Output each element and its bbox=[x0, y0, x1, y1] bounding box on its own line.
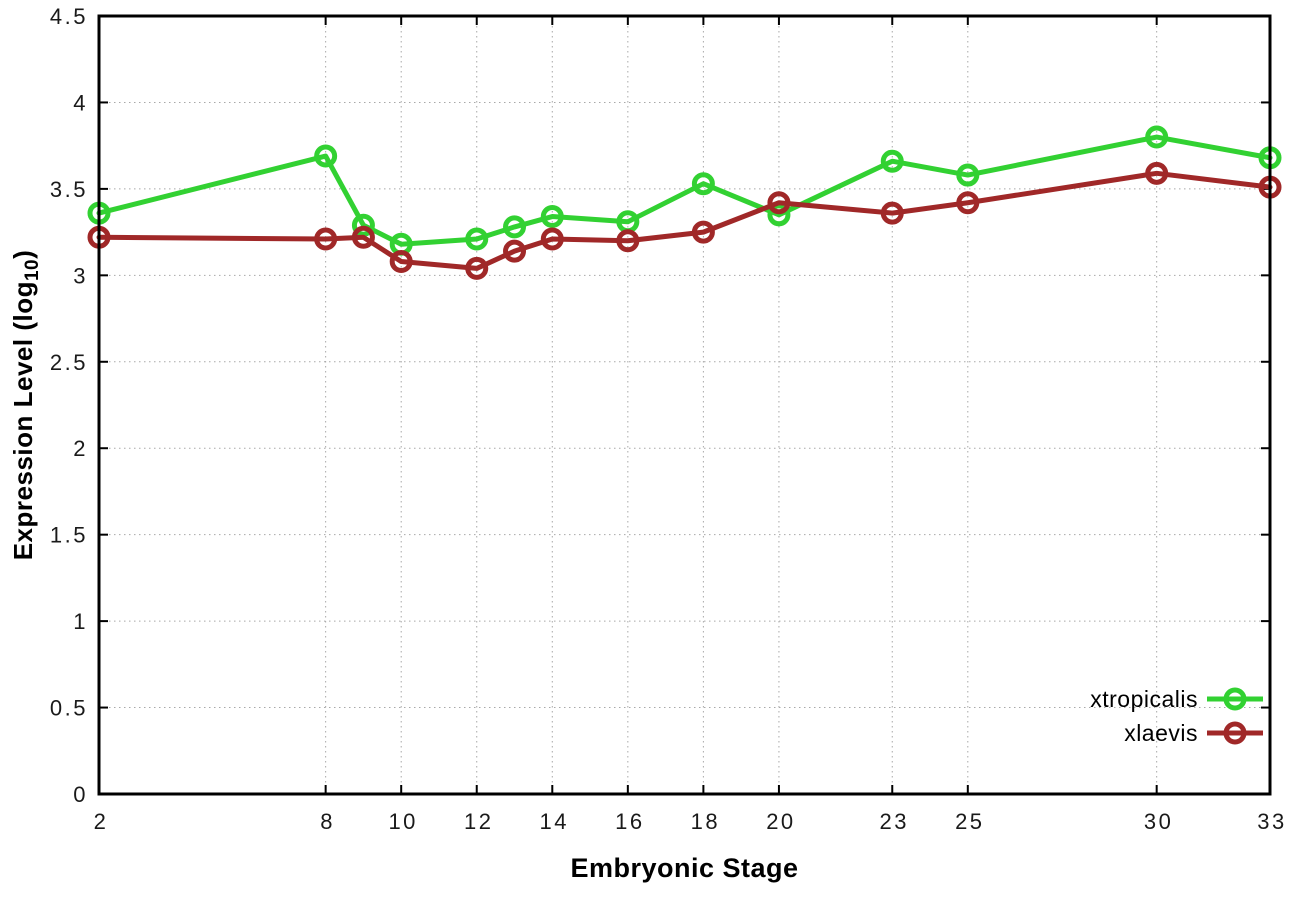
data-point-xlaevis bbox=[540, 227, 564, 251]
y-tick-label: 0 bbox=[73, 782, 88, 807]
y-axis-title-subscript: 10 bbox=[22, 258, 44, 282]
data-point-xtropicalis bbox=[465, 227, 489, 251]
x-tick-label: 8 bbox=[320, 809, 335, 834]
legend: xtropicalis xlaevis bbox=[1090, 686, 1263, 746]
y-tick-label: 4 bbox=[73, 90, 88, 115]
y-tick-label: 1 bbox=[73, 609, 88, 634]
series-line-xlaevis bbox=[96, 170, 1273, 271]
y-axis-title: Expression Level (log10) bbox=[8, 250, 44, 561]
data-point-xlaevis bbox=[956, 191, 980, 215]
data-point-xlaevis bbox=[351, 225, 375, 249]
x-tick-label: 18 bbox=[691, 809, 720, 834]
x-axis-title: Embryonic Stage bbox=[570, 853, 799, 883]
x-tick-label: 30 bbox=[1144, 809, 1173, 834]
x-tick-label: 33 bbox=[1257, 809, 1286, 834]
y-tick-label: 0.5 bbox=[50, 696, 88, 721]
y-tick-label: 2 bbox=[73, 436, 88, 461]
legend-label-xlaevis: xlaevis bbox=[1124, 720, 1198, 746]
legend-marker-xlaevis bbox=[1223, 721, 1247, 745]
y-tick-label: 3 bbox=[73, 263, 88, 288]
y-tick-label: 1.5 bbox=[50, 523, 88, 548]
legend-label-xtropicalis: xtropicalis bbox=[1090, 686, 1198, 712]
y-axis-title-prefix: Expression Level (log bbox=[7, 281, 38, 561]
tick-labels: 2 8 10 12 14 16 18 20 23 25 30 33 0 0.5 1 1.5 2 2.5 3 3.5 4 4… bbox=[50, 4, 1286, 834]
axis-ticks bbox=[98, 15, 1271, 795]
x-tick-label: 10 bbox=[388, 809, 417, 834]
data-point-xtropicalis bbox=[956, 163, 980, 187]
y-tick-label: 4.5 bbox=[50, 4, 88, 29]
series-xlaevis bbox=[87, 161, 1282, 280]
data-point-xlaevis bbox=[691, 220, 715, 244]
data-point-xlaevis bbox=[1145, 161, 1169, 185]
data-point-xtropicalis bbox=[1145, 125, 1169, 149]
data-point-xlaevis bbox=[503, 239, 527, 263]
data-point-xlaevis bbox=[465, 256, 489, 280]
y-axis-title-suffix: ) bbox=[7, 249, 38, 259]
y-tick-label: 3.5 bbox=[50, 177, 88, 202]
x-tick-label: 12 bbox=[464, 809, 493, 834]
data-point-xlaevis bbox=[616, 229, 640, 253]
grid-lines bbox=[99, 16, 1270, 794]
data-point-xtropicalis bbox=[767, 203, 791, 227]
x-tick-label: 23 bbox=[880, 809, 909, 834]
x-tick-label: 16 bbox=[615, 809, 644, 834]
x-tick-label: 20 bbox=[766, 809, 795, 834]
data-point-xtropicalis bbox=[691, 172, 715, 196]
data-point-xlaevis bbox=[314, 227, 338, 251]
data-point-xtropicalis bbox=[880, 149, 904, 173]
x-tick-label: 14 bbox=[540, 809, 569, 834]
data-point-xtropicalis bbox=[351, 213, 375, 237]
data-point-xlaevis bbox=[389, 250, 413, 274]
plot-border bbox=[97, 14, 1272, 796]
x-tick-label: 25 bbox=[955, 809, 984, 834]
data-point-xtropicalis bbox=[314, 144, 338, 168]
data-point-xtropicalis bbox=[540, 205, 564, 229]
data-point-xlaevis bbox=[880, 201, 904, 225]
y-tick-label: 2.5 bbox=[50, 350, 88, 375]
data-point-xtropicalis bbox=[503, 215, 527, 239]
x-tick-label: 2 bbox=[94, 809, 109, 834]
legend-marker-xtropicalis bbox=[1223, 687, 1247, 711]
data-point-xlaevis bbox=[767, 191, 791, 215]
series-line-xtropicalis bbox=[96, 134, 1273, 247]
